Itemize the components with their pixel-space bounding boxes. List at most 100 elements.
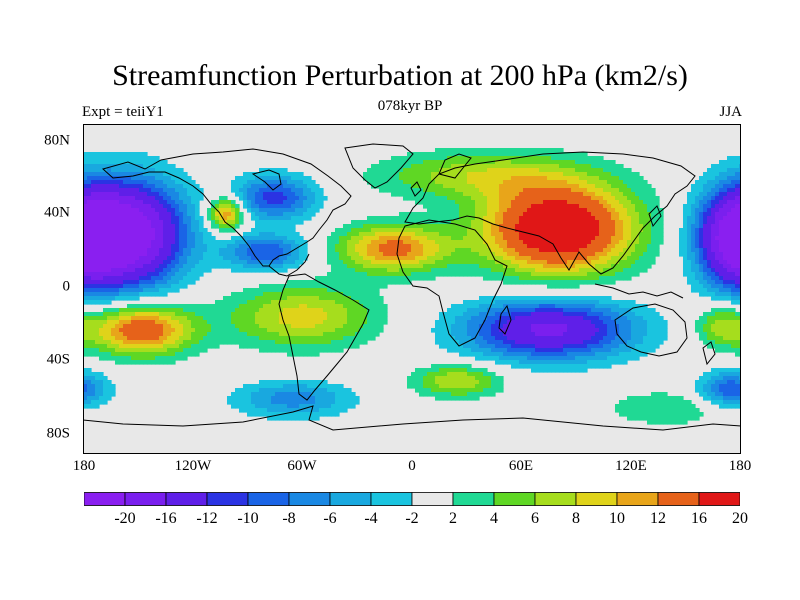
- contour-cell: [163, 196, 168, 201]
- contour-cell: [527, 208, 532, 213]
- contour-cell: [563, 240, 568, 245]
- contour-cell: [623, 208, 628, 213]
- contour-cell: [459, 188, 464, 193]
- contour-cell: [599, 224, 604, 229]
- contour-cell: [319, 188, 324, 193]
- contour-cell: [419, 264, 424, 269]
- contour-cell: [375, 232, 380, 237]
- contour-cell: [183, 176, 188, 181]
- contour-cell: [475, 196, 480, 201]
- contour-cell: [267, 200, 272, 205]
- contour-cell: [103, 272, 108, 277]
- contour-cell: [679, 240, 684, 245]
- contour-cell: [467, 152, 472, 157]
- contour-cell: [115, 312, 120, 317]
- contour-cell: [147, 176, 152, 181]
- contour-cell: [479, 184, 484, 189]
- contour-cell: [423, 248, 428, 253]
- contour-cell: [431, 268, 436, 273]
- lon-label-120w: 120W: [174, 458, 212, 474]
- contour-cell: [107, 164, 112, 169]
- contour-cell: [399, 240, 404, 245]
- contour-cell: [583, 240, 588, 245]
- contour-cell: [303, 240, 308, 245]
- contour-cell: [203, 244, 208, 249]
- contour-cell: [163, 236, 168, 241]
- contour-cell: [283, 180, 288, 185]
- contour-cell: [171, 232, 176, 237]
- contour-cell: [499, 272, 504, 277]
- contour-cell: [467, 204, 472, 209]
- contour-cell: [327, 252, 332, 257]
- contour-cell: [595, 256, 600, 261]
- contour-cell: [339, 256, 344, 261]
- contour-cell: [567, 296, 572, 301]
- contour-cell: [603, 196, 608, 201]
- contour-cell: [635, 268, 640, 273]
- contour-cell: [107, 168, 112, 173]
- contour-cell: [503, 228, 508, 233]
- contour-cell: [435, 192, 440, 197]
- contour-cell: [563, 216, 568, 221]
- contour-cell: [223, 244, 228, 249]
- contour-cell: [111, 296, 116, 301]
- contour-cell: [579, 152, 584, 157]
- contour-cell: [731, 252, 736, 257]
- contour-cell: [235, 268, 240, 273]
- contour-cell: [723, 308, 728, 313]
- contour-cell: [471, 168, 476, 173]
- contour-cell: [387, 224, 392, 229]
- contour-cell: [335, 276, 340, 281]
- contour-cell: [403, 264, 408, 269]
- contour-cell: [559, 264, 564, 269]
- contour-cell: [135, 160, 140, 165]
- contour-cell: [579, 308, 584, 313]
- contour-cell: [139, 196, 144, 201]
- contour-cell: [543, 236, 548, 241]
- contour-cell: [527, 232, 532, 237]
- contour-cell: [271, 216, 276, 221]
- contour-cell: [587, 228, 592, 233]
- contour-cell: [611, 236, 616, 241]
- contour-cell: [367, 236, 372, 241]
- contour-cell: [439, 196, 444, 201]
- contour-cell: [515, 264, 520, 269]
- contour-cell: [231, 244, 236, 249]
- contour-cell: [167, 256, 172, 261]
- contour-cell: [251, 188, 256, 193]
- contour-cell: [687, 212, 692, 217]
- contour-cell: [347, 232, 352, 237]
- contour-cell: [255, 228, 260, 233]
- contour-cell: [711, 248, 716, 253]
- contour-cell: [283, 248, 288, 253]
- contour-cell: [395, 280, 400, 285]
- contour-cell: [127, 224, 132, 229]
- contour-cell: [575, 240, 580, 245]
- contour-cell: [611, 228, 616, 233]
- contour-cell: [567, 244, 572, 249]
- contour-cell: [487, 304, 492, 309]
- contour-cell: [711, 280, 716, 285]
- contour-cell: [519, 240, 524, 245]
- contour-cell: [343, 236, 348, 241]
- contour-cell: [627, 184, 632, 189]
- contour-cell: [107, 176, 112, 181]
- contour-cell: [447, 224, 452, 229]
- contour-cell: [227, 264, 232, 269]
- contour-cell: [87, 164, 92, 169]
- contour-cell: [391, 172, 396, 177]
- contour-cell: [723, 284, 728, 289]
- contour-cell: [103, 308, 108, 313]
- contour-cell: [123, 220, 128, 225]
- contour-cell: [119, 292, 124, 297]
- contour-cell: [611, 188, 616, 193]
- contour-cell: [283, 188, 288, 193]
- contour-cell: [171, 268, 176, 273]
- contour-cell: [531, 152, 536, 157]
- contour-cell: [355, 268, 360, 273]
- contour-cell: [331, 308, 336, 313]
- contour-cell: [419, 152, 424, 157]
- contour-cell: [691, 196, 696, 201]
- contour-cell: [583, 152, 588, 157]
- contour-cell: [607, 296, 612, 301]
